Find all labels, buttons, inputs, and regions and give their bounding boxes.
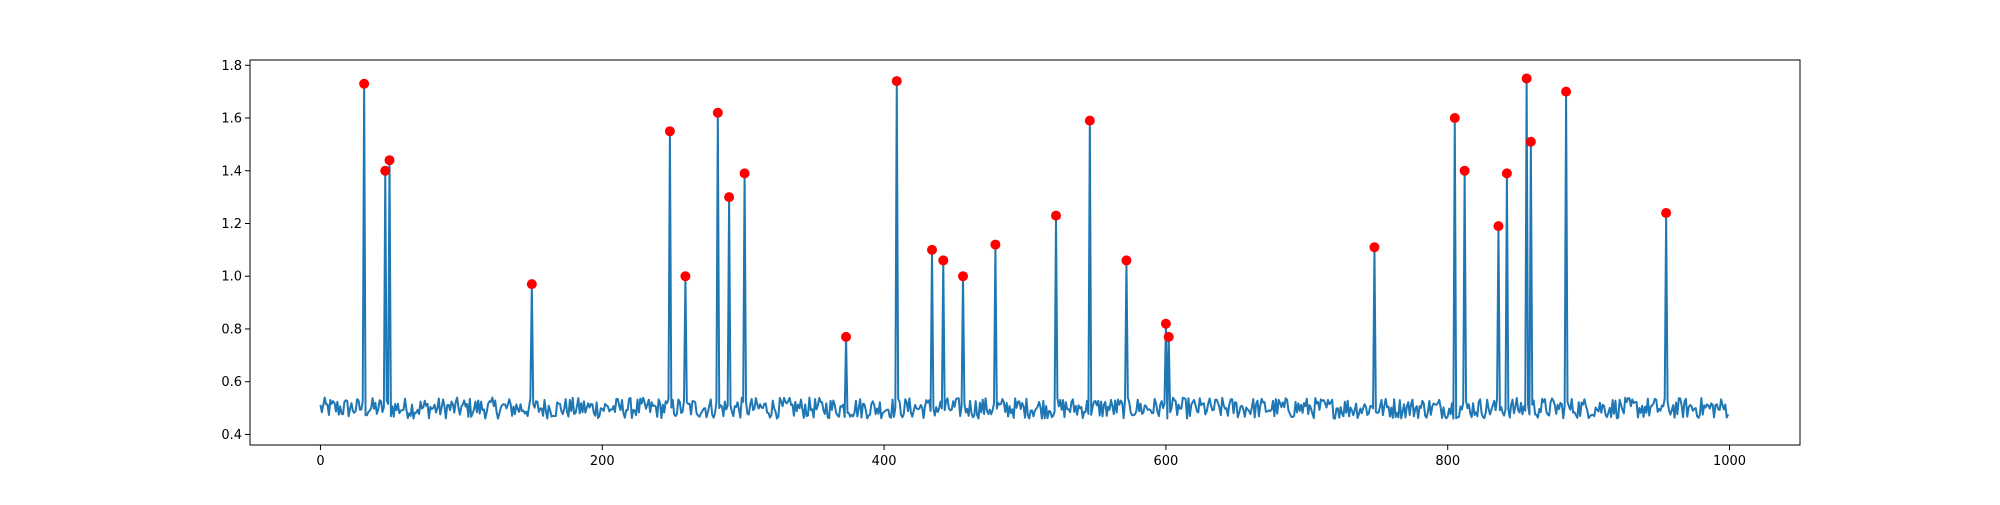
peak-marker — [380, 165, 391, 176]
peak-marker — [1121, 255, 1132, 266]
peak-marker — [680, 271, 691, 282]
peak-marker — [927, 244, 937, 255]
peak-marker — [384, 155, 395, 166]
plot-frame — [249, 59, 1801, 446]
peak-marker — [1561, 86, 1572, 97]
peak-marker — [359, 78, 370, 89]
x-tick-label: 1000 — [1713, 454, 1746, 469]
series-layer — [319, 77, 1730, 420]
y-tick-label: 1.0 — [221, 270, 242, 285]
y-tick-label: 1.4 — [221, 164, 242, 179]
peak-marker — [958, 271, 968, 282]
peak-marker — [1369, 242, 1380, 253]
peak-marker — [1163, 331, 1174, 342]
peak-marker — [891, 76, 902, 87]
peak-marker — [712, 107, 723, 118]
peak-marker — [1493, 221, 1504, 232]
peak-marker — [1051, 210, 1061, 221]
peak-marker — [1501, 168, 1512, 179]
peak-marker — [1449, 113, 1460, 124]
peak-marker — [841, 331, 852, 342]
peak-marker — [724, 192, 735, 203]
y-tick-label: 0.4 — [221, 428, 242, 443]
peak-marker — [1525, 136, 1536, 147]
x-tick-label: 800 — [1435, 454, 1460, 469]
peak-marker-layer — [359, 73, 1672, 342]
peak-marker — [938, 255, 949, 266]
x-tick-label: 0 — [316, 454, 324, 469]
x-tick-label: 200 — [590, 454, 615, 469]
y-tick-label: 1.8 — [221, 59, 242, 74]
peak-marker — [1160, 318, 1171, 329]
y-tick-label: 0.6 — [221, 375, 242, 390]
peak-marker — [1084, 115, 1095, 126]
y-tick-label: 1.2 — [221, 217, 242, 232]
x-tick-label: 600 — [1153, 454, 1178, 469]
peak-marker — [664, 126, 675, 137]
peak-marker — [990, 239, 1001, 250]
y-tick-label: 0.8 — [221, 322, 242, 337]
signal-line — [319, 77, 1730, 420]
peak-marker — [739, 168, 750, 179]
y-axis: 0.4 0.6 0.8 1.0 1.2 1.4 1.6 1.8 — [221, 59, 250, 443]
y-tick-label: 1.6 — [221, 112, 242, 127]
x-axis: 0 200 400 600 800 1000 — [316, 445, 1746, 469]
peak-marker — [1521, 73, 1532, 84]
x-tick-label: 400 — [872, 454, 897, 469]
peak-marker — [1459, 165, 1470, 176]
peak-marker — [526, 279, 537, 290]
peak-marker — [1661, 207, 1672, 218]
